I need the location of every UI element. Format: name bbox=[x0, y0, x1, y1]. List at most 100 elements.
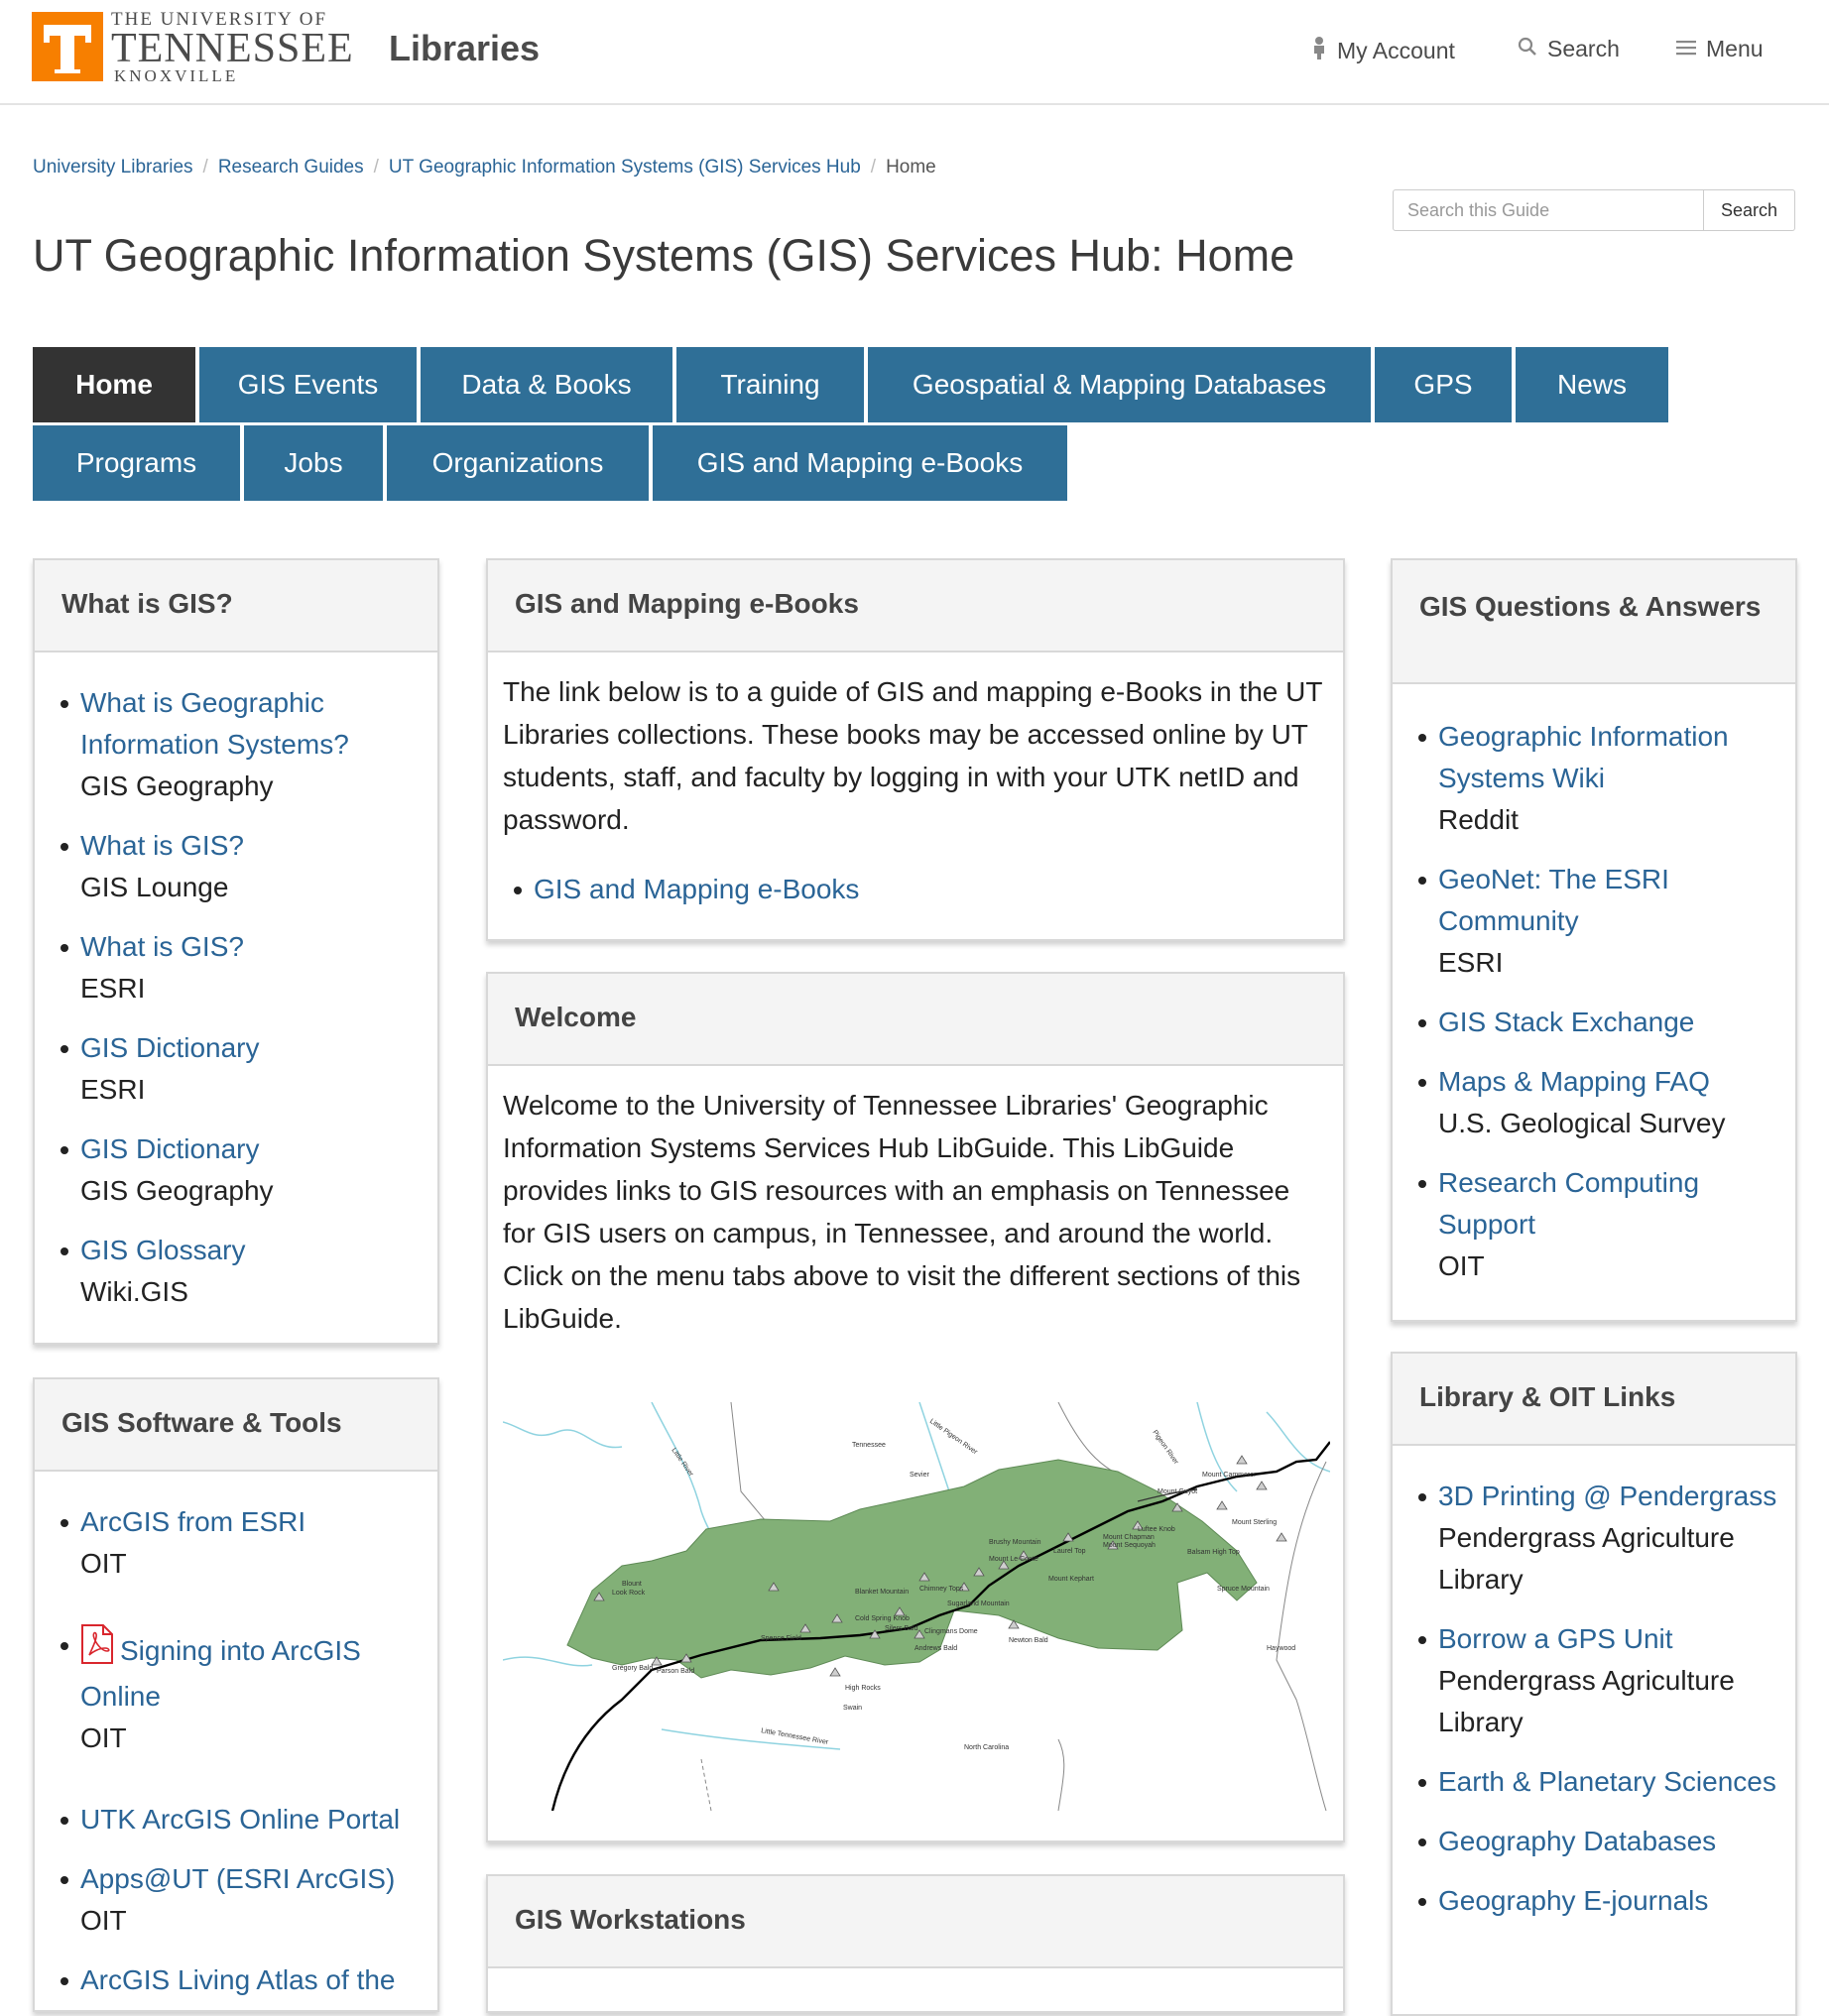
user-icon bbox=[1311, 36, 1327, 65]
tab-gis-events[interactable]: GIS Events bbox=[199, 347, 417, 422]
tab-home[interactable]: Home bbox=[33, 347, 195, 422]
guide-search-input[interactable] bbox=[1393, 189, 1704, 231]
menu-label: Menu bbox=[1706, 36, 1764, 61]
gis-ebooks-box: GIS and Mapping e-Books The link below i… bbox=[486, 558, 1345, 941]
resource-link[interactable]: Earth & Planetary Sciences bbox=[1438, 1766, 1776, 1797]
list-item: Geography Databases bbox=[1418, 1821, 1795, 1862]
resource-link[interactable]: Signing into ArcGIS Online bbox=[80, 1635, 361, 1712]
resource-link[interactable]: ArcGIS from ESRI bbox=[80, 1506, 306, 1537]
resource-link[interactable]: What is GIS? bbox=[80, 830, 244, 861]
what-is-gis-list: What is Geographic Information Systems? G… bbox=[35, 652, 437, 1313]
library-links-list: 3D Printing @ Pendergrass Pendergrass Agr… bbox=[1393, 1446, 1795, 1922]
box-title: GIS Software & Tools bbox=[35, 1379, 437, 1472]
resource-source: Pendergrass Agriculture Library bbox=[1438, 1665, 1735, 1737]
resource-source: GIS Geography bbox=[80, 1175, 274, 1206]
list-item: GIS and Mapping e-Books bbox=[514, 869, 1343, 910]
resource-link[interactable]: GIS Stack Exchange bbox=[1438, 1007, 1695, 1037]
tab-news[interactable]: News bbox=[1516, 347, 1668, 422]
gis-workstations-box: GIS Workstations bbox=[486, 1874, 1345, 2013]
site-search-link[interactable]: Search bbox=[1518, 36, 1620, 62]
tab-data-books[interactable]: Data & Books bbox=[421, 347, 672, 422]
univ-line2: TENNESSEE bbox=[111, 26, 354, 71]
tab-organizations[interactable]: Organizations bbox=[387, 425, 649, 501]
university-wordmark[interactable]: THE UNIVERSITY OF TENNESSEE KNOXVILLE bbox=[111, 10, 354, 85]
resource-link[interactable]: Borrow a GPS Unit bbox=[1438, 1623, 1673, 1654]
hamburger-icon bbox=[1676, 36, 1696, 62]
breadcrumb-university-libraries[interactable]: University Libraries bbox=[33, 157, 193, 178]
my-account-link[interactable]: My Account bbox=[1311, 36, 1455, 65]
map-label: Little River bbox=[670, 1447, 694, 1479]
park-boundary bbox=[566, 1459, 1258, 1679]
main-menu-button[interactable]: Menu bbox=[1676, 36, 1764, 62]
resource-source: ESRI bbox=[80, 1074, 146, 1105]
resource-link[interactable]: GIS Dictionary bbox=[80, 1133, 260, 1164]
list-item: Geographic Information Systems Wiki Reddi… bbox=[1418, 716, 1795, 841]
breadcrumb-gis-hub[interactable]: UT Geographic Information Systems (GIS) … bbox=[388, 157, 861, 178]
what-is-gis-box: What is GIS? What is Geographic Informat… bbox=[33, 558, 439, 1345]
resource-link[interactable]: Geographic Information Systems Wiki bbox=[1438, 721, 1729, 793]
map-label: Mount Chapman bbox=[1103, 1534, 1155, 1541]
tab-gps[interactable]: GPS bbox=[1375, 347, 1512, 422]
map-label: North Carolina bbox=[964, 1744, 1009, 1751]
tab-programs[interactable]: Programs bbox=[33, 425, 240, 501]
resource-link[interactable]: Geography E-journals bbox=[1438, 1885, 1709, 1916]
box-title: GIS Questions & Answers bbox=[1393, 560, 1795, 684]
resource-link[interactable]: UTK ArcGIS Online Portal bbox=[80, 1804, 401, 1835]
list-item: GIS Dictionary ESRI bbox=[61, 1027, 437, 1111]
box-title: GIS and Mapping e-Books bbox=[488, 560, 1343, 652]
resource-link[interactable]: Maps & Mapping FAQ bbox=[1438, 1066, 1710, 1097]
resource-link[interactable]: GIS Glossary bbox=[80, 1235, 246, 1265]
resource-source: GIS Geography bbox=[80, 771, 274, 801]
tab-gis-ebooks[interactable]: GIS and Mapping e-Books bbox=[653, 425, 1067, 501]
breadcrumb-separator: / bbox=[870, 157, 877, 178]
resource-link[interactable]: ArcGIS Living Atlas of the bbox=[80, 1964, 396, 1995]
map-label: Balsam High Top bbox=[1187, 1549, 1240, 1556]
resource-source: OIT bbox=[1438, 1250, 1485, 1281]
libraries-home-link[interactable]: Libraries bbox=[389, 28, 541, 68]
map-label: Mount Cammerer bbox=[1202, 1472, 1257, 1479]
box-title: Library & OIT Links bbox=[1393, 1354, 1795, 1446]
map-label: Spruce Mountain bbox=[1217, 1586, 1270, 1593]
map-label: Laurel Top bbox=[1053, 1548, 1086, 1555]
resource-link[interactable]: GeoNet: The ESRI Community bbox=[1438, 864, 1669, 936]
list-item: Signing into ArcGIS Online OIT bbox=[61, 1624, 437, 1759]
list-item: Maps & Mapping FAQ U.S. Geological Survey bbox=[1418, 1061, 1795, 1144]
resource-link[interactable]: Research Computing Support bbox=[1438, 1167, 1700, 1240]
map-label: Spence Field bbox=[761, 1635, 801, 1642]
page-title: UT Geographic Information Systems (GIS) … bbox=[33, 230, 1295, 281]
map-label: Swain bbox=[843, 1705, 862, 1712]
univ-line1: THE UNIVERSITY OF bbox=[111, 9, 328, 30]
resource-link[interactable]: Apps@UT (ESRI ArcGIS) bbox=[80, 1863, 396, 1894]
resource-source: ESRI bbox=[80, 973, 146, 1004]
map-label: Mount Le Conte bbox=[989, 1556, 1038, 1563]
map-label: Andrews Bald bbox=[914, 1645, 957, 1652]
guide-search-button[interactable]: Search bbox=[1704, 189, 1795, 231]
gis-qa-box: GIS Questions & Answers Geographic Infor… bbox=[1391, 558, 1797, 1322]
list-item: What is GIS? GIS Lounge bbox=[61, 825, 437, 908]
tab-training[interactable]: Training bbox=[676, 347, 864, 422]
ut-logo[interactable] bbox=[32, 12, 103, 81]
map-label: Pigeon River bbox=[1151, 1429, 1179, 1466]
ebooks-description: The link below is to a guide of GIS and … bbox=[503, 676, 1322, 835]
resource-source: Reddit bbox=[1438, 804, 1519, 835]
list-item: Borrow a GPS Unit Pendergrass Agriculture… bbox=[1418, 1618, 1795, 1743]
resource-link[interactable]: Geography Databases bbox=[1438, 1826, 1717, 1856]
breadcrumb-separator: / bbox=[202, 157, 208, 178]
map-label: Parson Bald bbox=[657, 1668, 694, 1675]
list-item: Apps@UT (ESRI ArcGIS) OIT bbox=[61, 1858, 437, 1942]
ebooks-guide-link[interactable]: GIS and Mapping e-Books bbox=[534, 874, 860, 904]
resource-link[interactable]: What is GIS? bbox=[80, 931, 244, 962]
tab-jobs[interactable]: Jobs bbox=[244, 425, 383, 501]
map-label: Mount Guyot bbox=[1158, 1488, 1197, 1495]
resource-link[interactable]: What is Geographic Information Systems? bbox=[80, 687, 349, 760]
resource-link[interactable]: GIS Dictionary bbox=[80, 1032, 260, 1063]
breadcrumb-research-guides[interactable]: Research Guides bbox=[217, 157, 364, 178]
tab-geospatial-databases[interactable]: Geospatial & Mapping Databases bbox=[868, 347, 1371, 422]
map-label: Sugarland Mountain bbox=[947, 1601, 1010, 1607]
resource-source: OIT bbox=[80, 1548, 127, 1579]
map-label: Tennessee bbox=[852, 1442, 886, 1449]
resource-source: Wiki.GIS bbox=[80, 1276, 188, 1307]
resource-link[interactable]: 3D Printing @ Pendergrass bbox=[1438, 1481, 1777, 1511]
box-title: Welcome bbox=[488, 974, 1343, 1066]
map-label: Brushy Mountain bbox=[989, 1539, 1041, 1546]
